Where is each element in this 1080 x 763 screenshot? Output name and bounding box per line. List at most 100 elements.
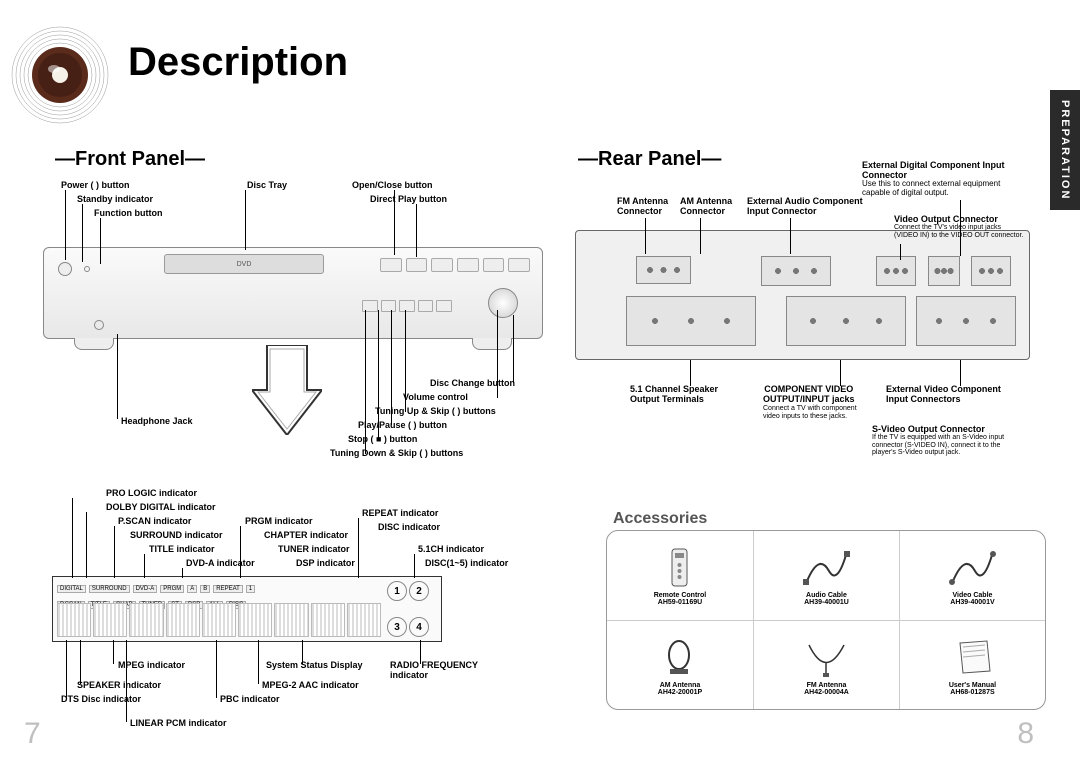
rear-panel-heading: —Rear Panel— <box>578 148 721 171</box>
accessory-manual: User's Manual AH68-01287S <box>899 620 1045 709</box>
accessory-part: AH39-40001U <box>804 599 849 606</box>
front-device-illustration: DVD <box>43 247 543 339</box>
pointer <box>126 640 127 722</box>
label-volume: Volume control <box>403 392 468 402</box>
pointer <box>960 360 961 386</box>
pointer <box>391 310 392 425</box>
pointer <box>114 526 115 578</box>
label-prgm: PRGM indicator <box>245 516 313 526</box>
pointer <box>700 218 701 254</box>
label-stop: Stop ( ■ ) button <box>348 434 417 444</box>
label-spk-out: 5.1 Channel Speaker Output Terminals <box>630 384 718 405</box>
note-comp-vid: Connect a TV with component video inputs… <box>763 405 857 420</box>
pointer <box>365 310 366 454</box>
power-button-graphic <box>58 262 72 276</box>
label-video-out: Video Output Connector <box>894 214 998 224</box>
arrow-down-graphic <box>252 345 322 435</box>
disc-tray-graphic: DVD <box>164 254 324 274</box>
pointer <box>690 360 691 386</box>
accessory-label: User's Manual <box>949 682 996 689</box>
pointer <box>113 640 114 664</box>
accessory-part: AH59-01169U <box>658 599 702 606</box>
audio-in-jacks <box>761 256 831 286</box>
video-out-jack <box>876 256 916 286</box>
label-title: TITLE indicator <box>149 544 215 554</box>
foot-right <box>472 338 512 350</box>
pointer <box>82 204 83 262</box>
label-headphone: Headphone Jack <box>121 416 193 426</box>
pointer <box>80 640 81 684</box>
label-comp-vid: COMPONENT VIDEO OUTPUT/INPUT jacks <box>763 384 855 405</box>
label-pbc: PBC indicator <box>220 694 280 704</box>
pointer <box>66 640 67 698</box>
pointer <box>497 310 498 398</box>
speaker-graphic <box>10 25 110 125</box>
label-ext-audio: External Audio Component Input Connector <box>747 196 863 217</box>
pointer <box>414 554 415 578</box>
label-surround: SURROUND indicator <box>130 530 223 540</box>
pointer <box>394 190 395 255</box>
video-in-jacks <box>916 296 1016 346</box>
pointer <box>358 518 359 578</box>
pointer <box>513 315 514 383</box>
accessory-label: AM Antenna <box>660 682 701 689</box>
pointer <box>258 640 259 684</box>
label-repeat: REPEAT indicator <box>362 508 438 518</box>
label-tune-down: Tuning Down & Skip ( ) buttons <box>330 448 463 458</box>
accessory-am-antenna: AM Antenna AH42-20001P <box>607 620 753 709</box>
accessory-label: Video Cable <box>952 592 992 599</box>
accessory-remote: Remote Control AH59-01169U <box>607 531 753 620</box>
label-dts: DTS Disc indicator <box>61 694 141 704</box>
pointer <box>72 498 73 578</box>
label-dolby: DOLBY DIGITAL indicator <box>106 502 216 512</box>
label-ext-vid: External Video Component Input Connector… <box>886 384 1001 405</box>
seven-segment-display <box>57 603 381 637</box>
svideo-jack <box>971 256 1011 286</box>
page-number-left: 7 <box>24 717 41 751</box>
note-ext-digital: Use this to connect external equipment c… <box>862 180 1000 198</box>
pointer <box>378 310 379 440</box>
label-fm-antenna: FM Antenna Connector <box>617 196 668 217</box>
label-svid: S-Video Output Connector <box>872 424 985 434</box>
label-power-button: Power ( ) button <box>61 180 130 190</box>
pointer <box>960 200 961 256</box>
pointer <box>405 310 406 412</box>
pointer <box>245 190 246 250</box>
pointer <box>240 526 241 578</box>
note-video-out: Connect the TV's video input jacks (VIDE… <box>894 224 1023 239</box>
label-tuner: TUNER indicator <box>278 544 350 554</box>
rear-device-illustration <box>575 230 1030 360</box>
label-mpeg: MPEG indicator <box>118 660 185 670</box>
page-number-right: 8 <box>1017 717 1034 751</box>
accessory-video-cable: Video Cable AH39-40001V <box>899 531 1045 620</box>
label-51ch: 5.1CH indicator <box>418 544 484 554</box>
headphone-jack-graphic <box>94 320 104 330</box>
pointer <box>420 640 421 664</box>
pointer <box>65 190 66 260</box>
display-top-row: DIGITALSURROUNDDVD-APRGM ABREPEAT1 <box>57 581 437 597</box>
digital-in-jack <box>928 256 960 286</box>
manual-page: Description PREPARATION —Front Panel— —R… <box>0 0 1080 763</box>
label-play-pause: Play/Pause ( ) button <box>358 420 447 430</box>
pointer <box>100 218 101 264</box>
label-disc15: DISC(1~5) indicator <box>425 558 508 568</box>
accessory-part: AH39-40001V <box>950 599 994 606</box>
label-open-close: Open/Close button <box>352 180 433 190</box>
standby-led-graphic <box>84 266 90 272</box>
pointer <box>840 360 841 386</box>
pointer <box>117 334 118 419</box>
volume-knob-graphic <box>488 288 518 318</box>
label-dsp: DSP indicator <box>296 558 355 568</box>
section-tab-preparation: PREPARATION <box>1050 90 1080 210</box>
front-panel-heading: —Front Panel— <box>55 148 205 171</box>
label-dvda: DVD-A indicator <box>186 558 255 568</box>
pointer <box>416 204 417 257</box>
label-direct-play: Direct Play button <box>370 194 447 204</box>
pointer <box>302 640 303 664</box>
accessory-fm-antenna: FM Antenna AH42-00004A <box>753 620 899 709</box>
page-title: Description <box>128 40 348 85</box>
accessories-grid: Remote Control AH59-01169U Audio Cable A… <box>606 530 1046 710</box>
accessory-label: Remote Control <box>654 592 707 599</box>
label-rf: RADIO FREQUENCY indicator <box>390 660 478 681</box>
antenna-jacks <box>636 256 691 284</box>
